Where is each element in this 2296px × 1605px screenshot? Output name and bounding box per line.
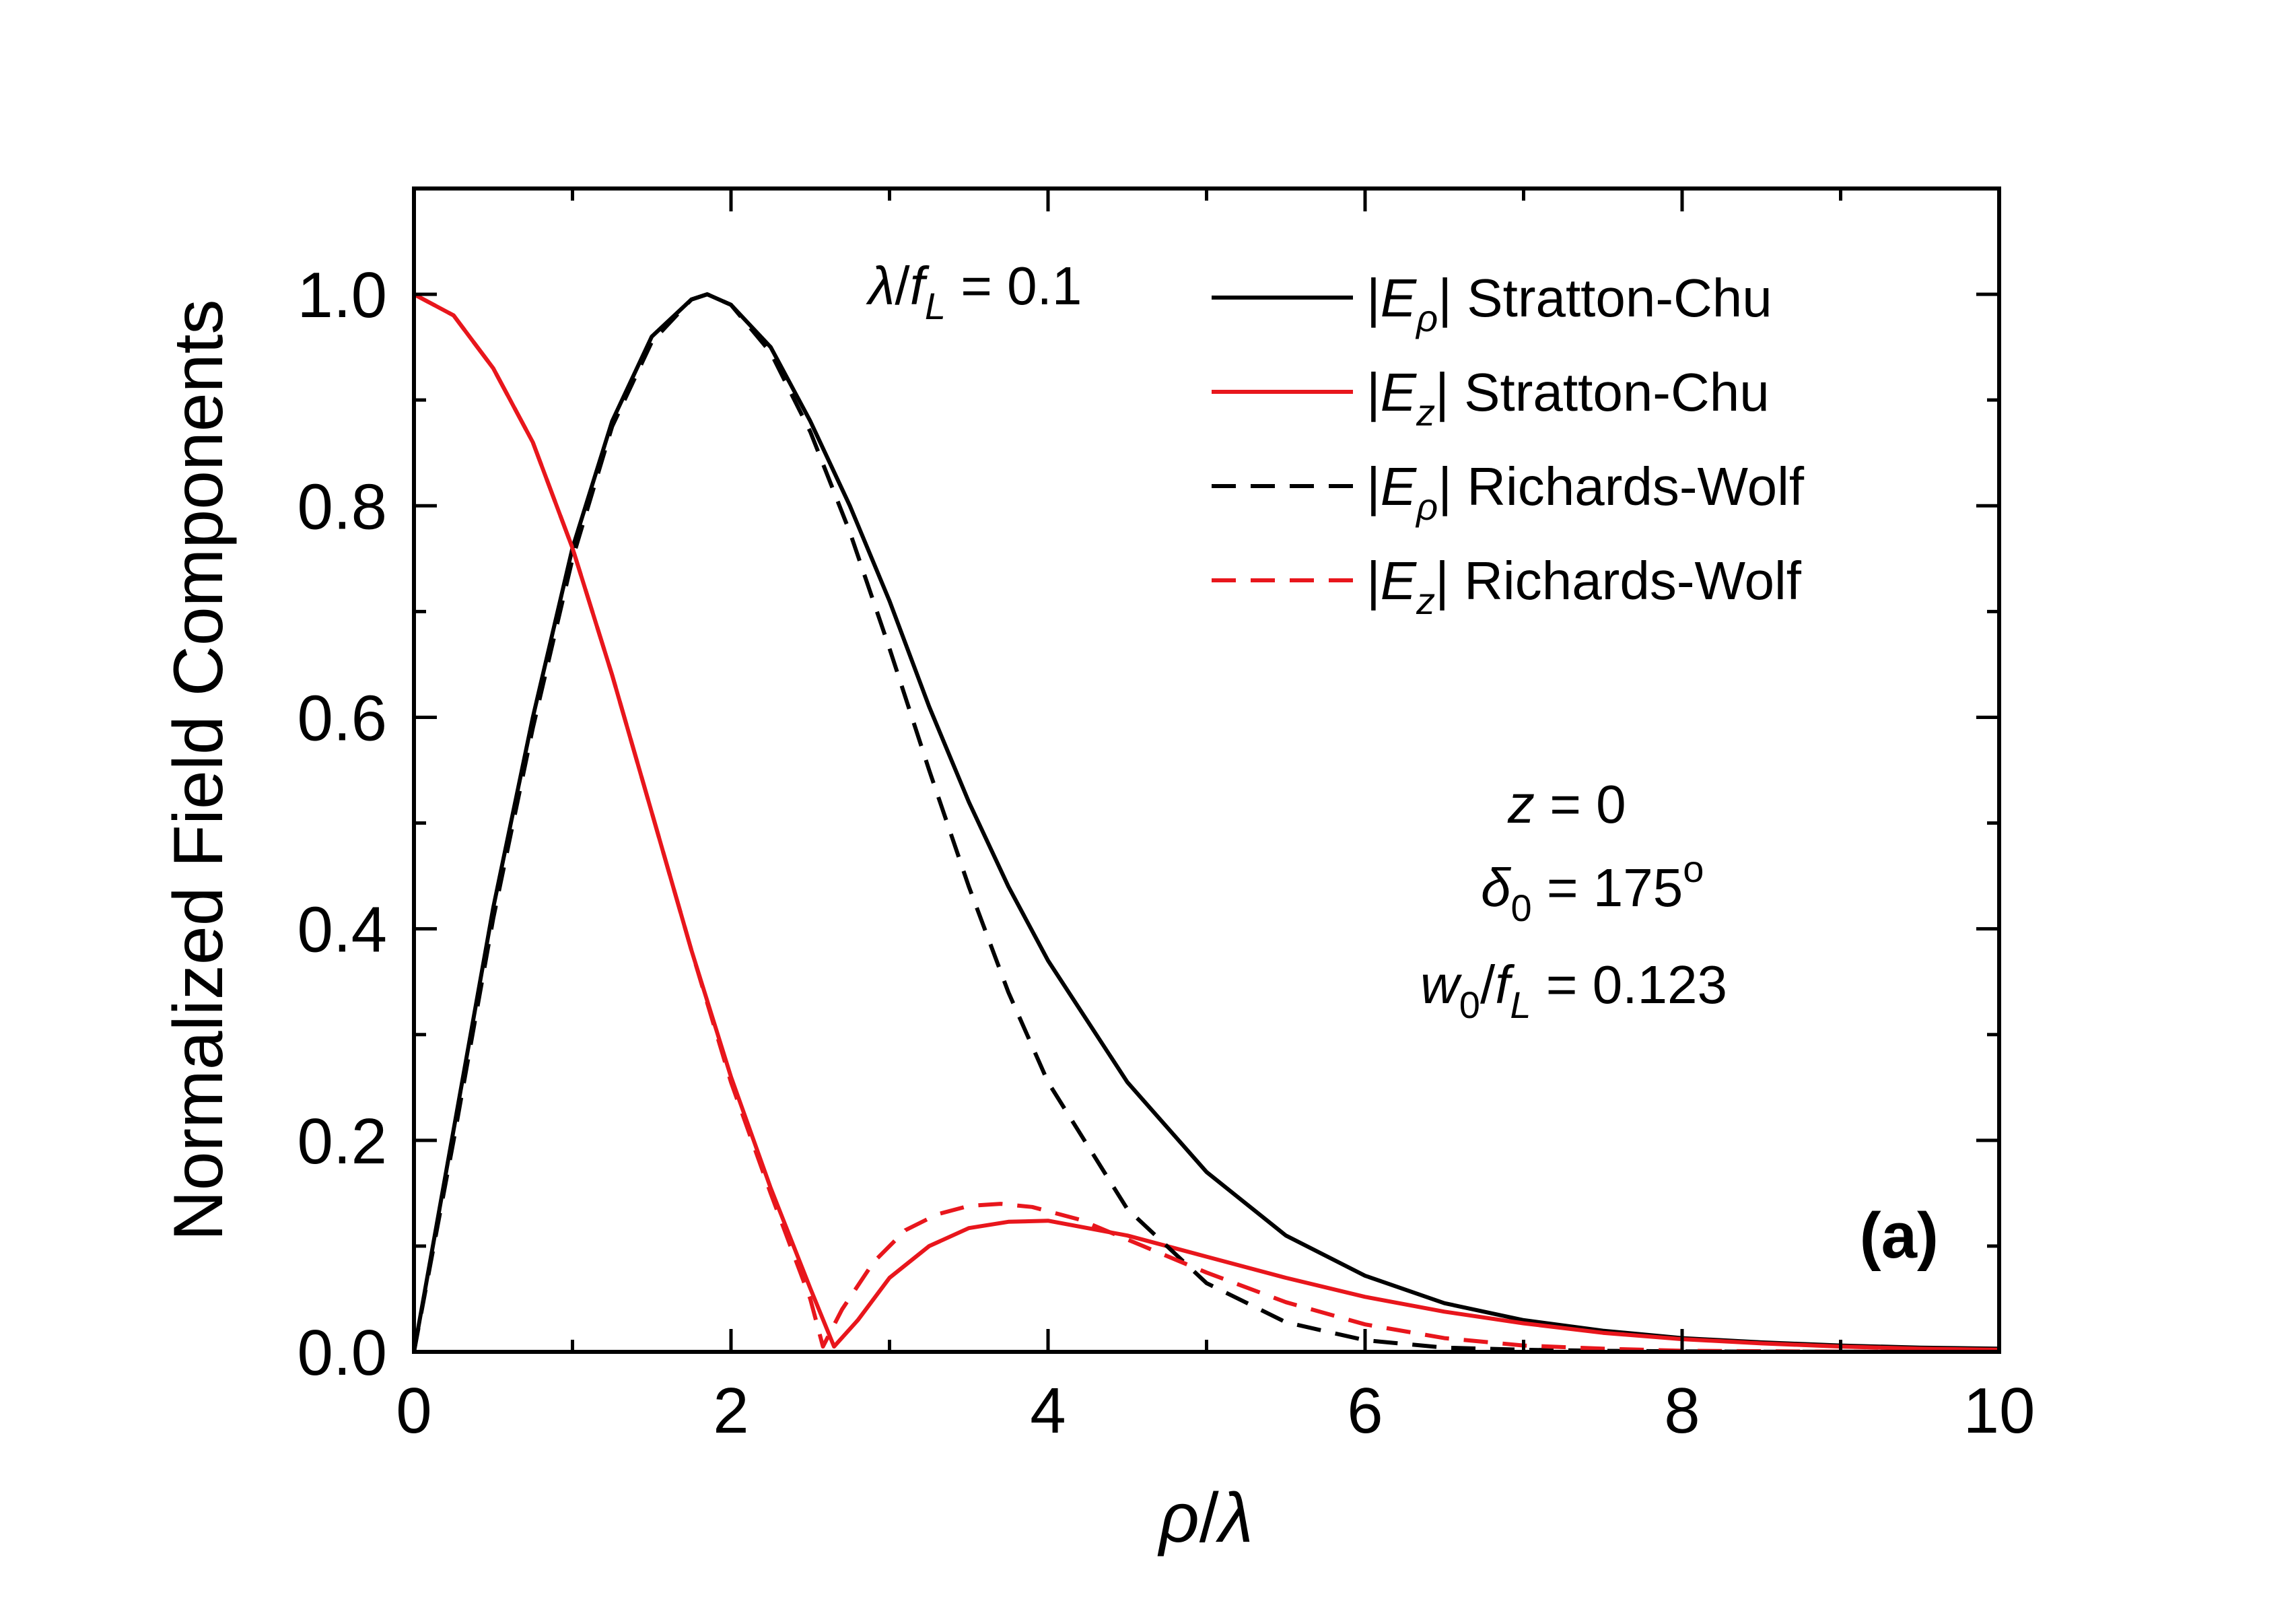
x-tick-labels: 0 2 4 6 8 10	[396, 1375, 2035, 1447]
x-tick-label: 2	[713, 1375, 749, 1447]
x-axis-title: ρ/λ	[1157, 1479, 1253, 1557]
series-line-4	[414, 292, 1999, 1352]
y-tick-labels: 0.0 0.2 0.4 0.6 0.8 1.0	[298, 259, 387, 1389]
x-tick-label: 8	[1664, 1375, 1700, 1447]
x-tick-label: 4	[1030, 1375, 1066, 1447]
y-tick-label: 0.6	[298, 682, 387, 754]
y-tick-label: 0.2	[298, 1105, 387, 1177]
annotation-lambda-over-fl: λ/fL = 0.1	[866, 256, 1082, 327]
x-tick-label: 0	[396, 1375, 431, 1447]
legend-label-3: |Eρ| Richards-Wolf	[1366, 456, 1805, 528]
x-axis-title-lambda: λ	[1216, 1479, 1253, 1557]
annotation-delta0: δ0 = 175o	[1481, 848, 1704, 929]
x-axis-title-sep: /	[1199, 1479, 1219, 1557]
legend-label-2: |Ez| Stratton-Chu	[1366, 362, 1770, 434]
legend-label-4: |Ez| Richards-Wolf	[1366, 551, 1802, 622]
legend: |Eρ| Stratton-Chu |Ez| Stratton-Chu |Eρ| R…	[1212, 268, 1805, 622]
plot-curves	[414, 292, 1999, 1352]
series-line-2	[414, 292, 1999, 1352]
panel-label: (a)	[1860, 1200, 1939, 1272]
legend-label-1: |Eρ| Stratton-Chu	[1366, 268, 1772, 339]
series-line-3	[414, 292, 1999, 1352]
x-axis-title-rho: ρ	[1157, 1479, 1199, 1557]
x-tick-label: 10	[1963, 1375, 2036, 1447]
y-tick-label: 1.0	[298, 259, 387, 331]
y-tick-label: 0.4	[298, 894, 387, 966]
axis-ticks	[412, 186, 2001, 1354]
y-tick-label: 0.8	[298, 471, 387, 543]
annotation-z: z = 0	[1507, 774, 1626, 834]
y-tick-label: 0.0	[298, 1317, 387, 1389]
annotation-w0-over-fl: w0/fL = 0.123	[1420, 955, 1727, 1026]
x-tick-label: 6	[1347, 1375, 1383, 1447]
series-line-1	[414, 292, 1999, 1352]
y-axis-title: Normalized Field Components	[160, 300, 238, 1241]
